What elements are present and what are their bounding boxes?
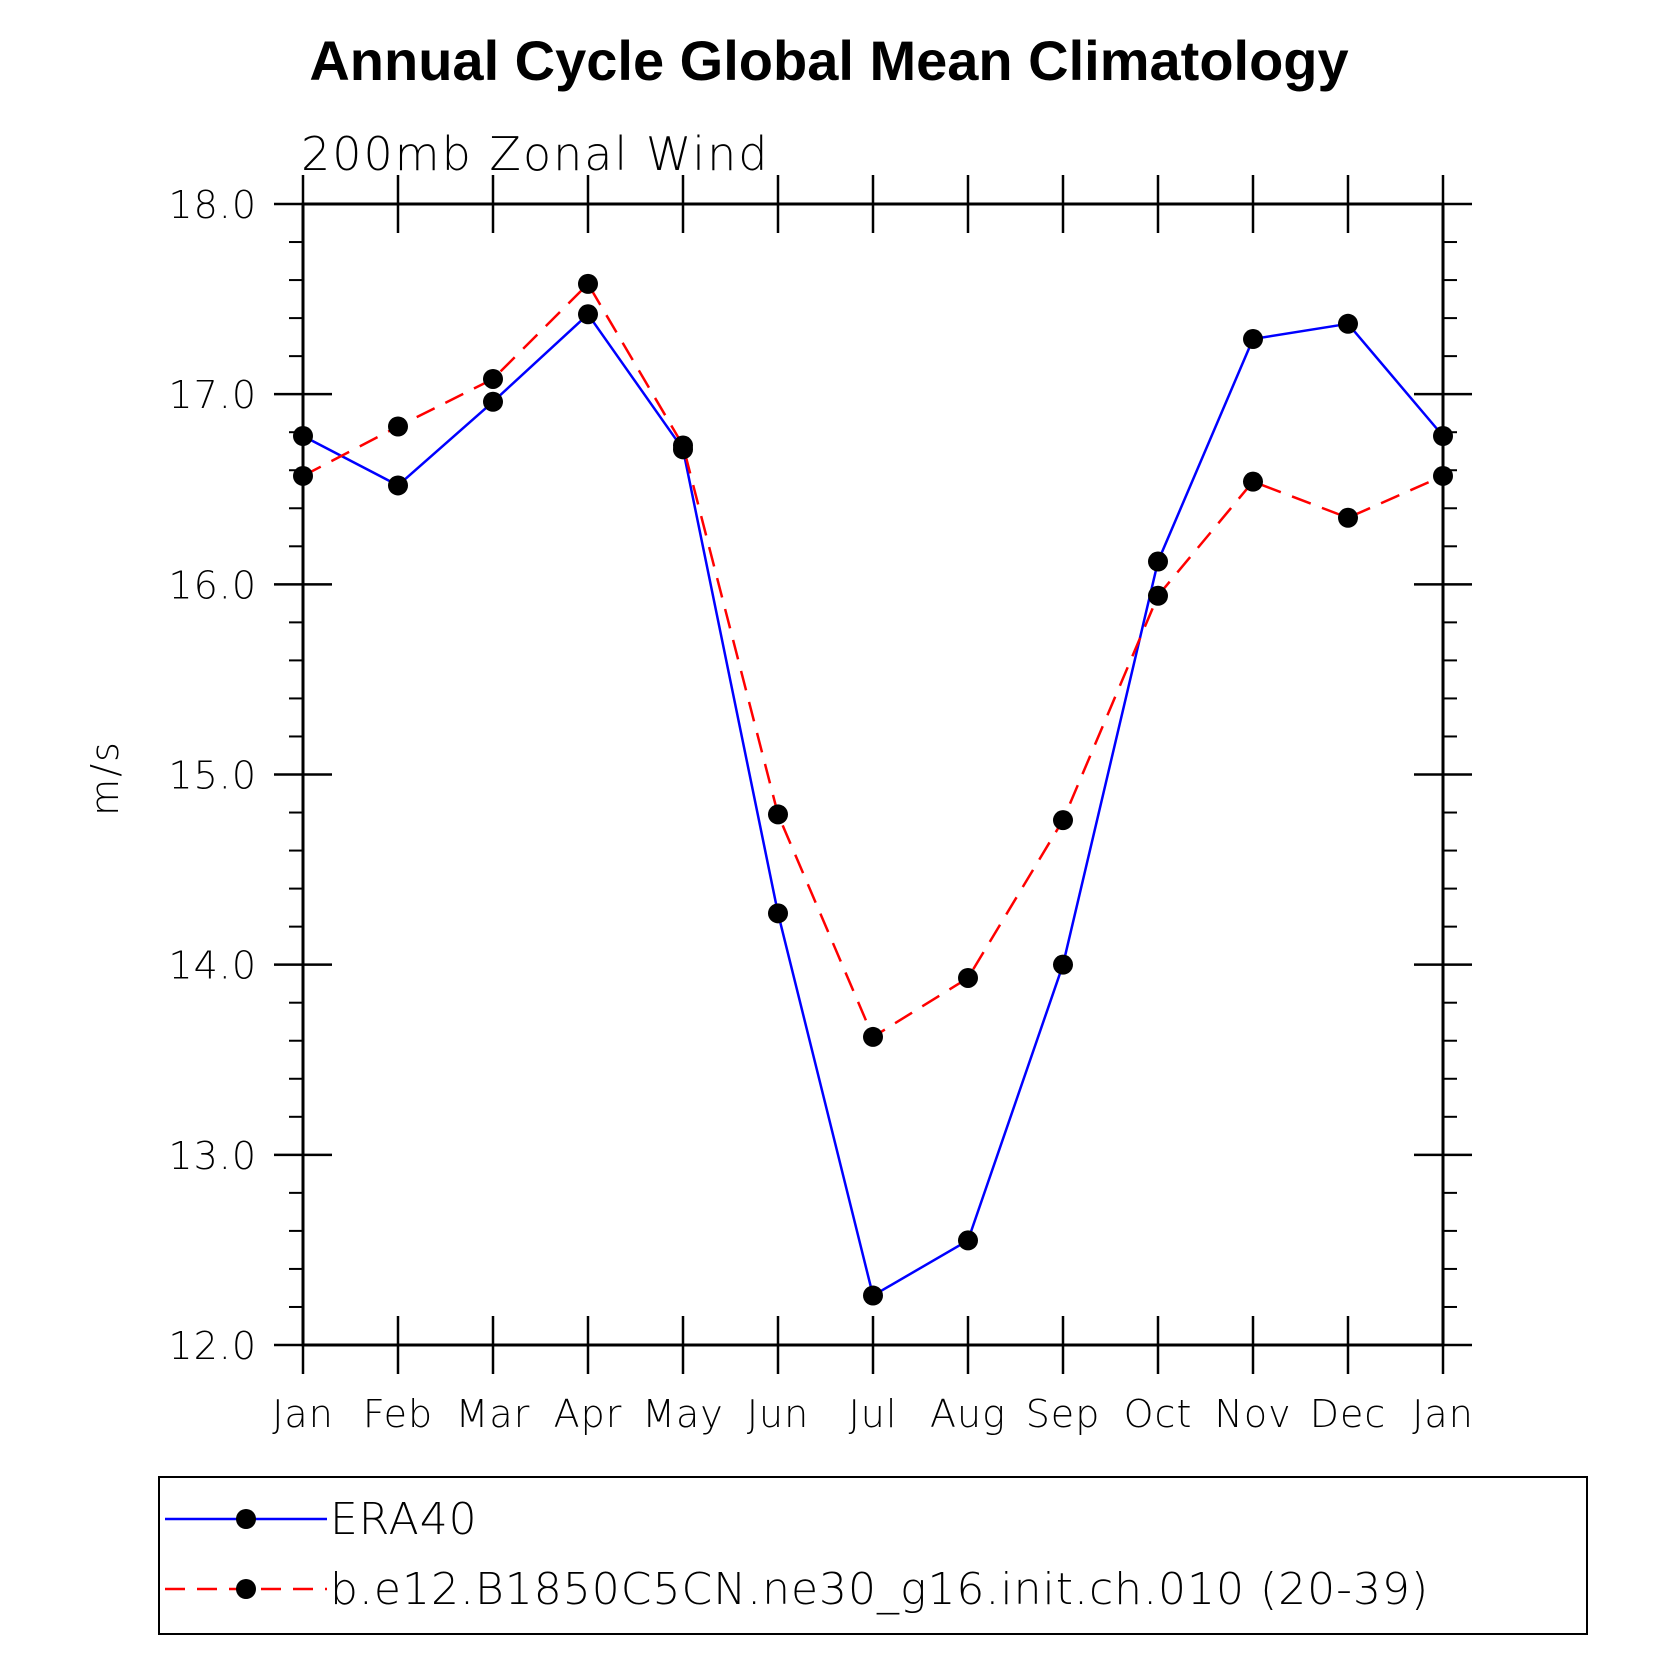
data-point-series-1 <box>1338 507 1358 528</box>
data-point-series-0 <box>863 1285 883 1306</box>
data-point-series-1 <box>1433 465 1453 486</box>
data-point-series-0 <box>768 903 788 924</box>
x-tick-label: Aug <box>930 1392 1006 1436</box>
x-tick-label: Apr <box>554 1392 623 1436</box>
data-point-series-1 <box>483 368 503 389</box>
chart-title: Annual Cycle Global Mean Climatology <box>309 29 1348 92</box>
x-tick-label: Feb <box>363 1392 433 1436</box>
series-line-1 <box>302 282 1444 1039</box>
data-point-series-1 <box>673 435 693 456</box>
y-tick-label: 13.0 <box>168 1134 257 1178</box>
data-point-series-1 <box>863 1026 883 1047</box>
data-point-series-1 <box>578 273 598 294</box>
legend: ERA40 b.e12.B1850C5CN.ne30_g16.init.ch.0… <box>158 1476 1588 1635</box>
data-point-series-1 <box>1053 810 1073 831</box>
data-point-series-0 <box>1243 329 1263 350</box>
chart-subtitle: 200mb Zonal Wind <box>301 127 769 181</box>
x-tick-label: Nov <box>1214 1392 1291 1436</box>
legend-box <box>158 1476 1588 1635</box>
legend-marker-model <box>236 1579 256 1599</box>
y-tick-labels: 12.0 13.0 14.0 15.0 16.0 17.0 18.0 <box>168 183 257 1368</box>
series-line-0 <box>302 313 1444 1297</box>
y-tick-label: 14.0 <box>168 944 257 988</box>
x-tick-label: Jan <box>272 1392 334 1436</box>
data-point-series-1 <box>388 416 408 437</box>
data-point-series-0 <box>293 426 313 447</box>
data-point-series-0 <box>1148 551 1168 572</box>
data-point-series-1 <box>958 967 978 988</box>
plot-frame <box>301 202 1445 1347</box>
data-point-series-0 <box>578 304 598 325</box>
x-tick-label: Mar <box>456 1392 531 1436</box>
data-point-series-1 <box>1148 585 1168 606</box>
data-point-series-0 <box>1338 313 1358 334</box>
data-point-series-0 <box>1053 954 1073 975</box>
data-point-series-1 <box>1243 471 1263 492</box>
y-axis-label: m/s <box>83 740 127 816</box>
y-tick-label: 15.0 <box>168 754 257 798</box>
x-tick-label: Dec <box>1310 1392 1387 1436</box>
x-tick-label: Sep <box>1026 1392 1101 1436</box>
series-lines <box>302 282 1444 1297</box>
data-point-series-0 <box>388 475 408 496</box>
x-tick-label: Jan <box>1412 1392 1474 1436</box>
y-tick-label: 17.0 <box>168 373 257 417</box>
x-tick-label: Oct <box>1124 1392 1193 1436</box>
data-point-series-0 <box>958 1230 978 1251</box>
data-point-series-1 <box>768 804 788 825</box>
y-tick-label: 12.0 <box>168 1324 257 1368</box>
series-markers <box>293 273 1453 1306</box>
data-point-series-1 <box>293 465 313 486</box>
legend-label-era40: ERA40 <box>330 1494 478 1545</box>
data-point-series-0 <box>1433 426 1453 447</box>
x-tick-label: Jul <box>849 1392 898 1436</box>
x-tick-label: May <box>642 1392 724 1436</box>
legend-marker-era40 <box>236 1509 256 1529</box>
x-tick-labels: Jan Feb Mar Apr May Jun Jul Aug Sep Oct Nov Dec Jan <box>272 1392 1474 1436</box>
data-point-series-0 <box>483 391 503 412</box>
y-tick-label: 18.0 <box>168 183 257 227</box>
y-tick-label: 16.0 <box>168 563 257 607</box>
legend-label-model: b.e12.B1850C5CN.ne30_g16.init.ch.010 (20… <box>330 1564 1429 1615</box>
x-tick-label: Jun <box>747 1392 809 1436</box>
axis-ticks <box>274 175 1472 1374</box>
